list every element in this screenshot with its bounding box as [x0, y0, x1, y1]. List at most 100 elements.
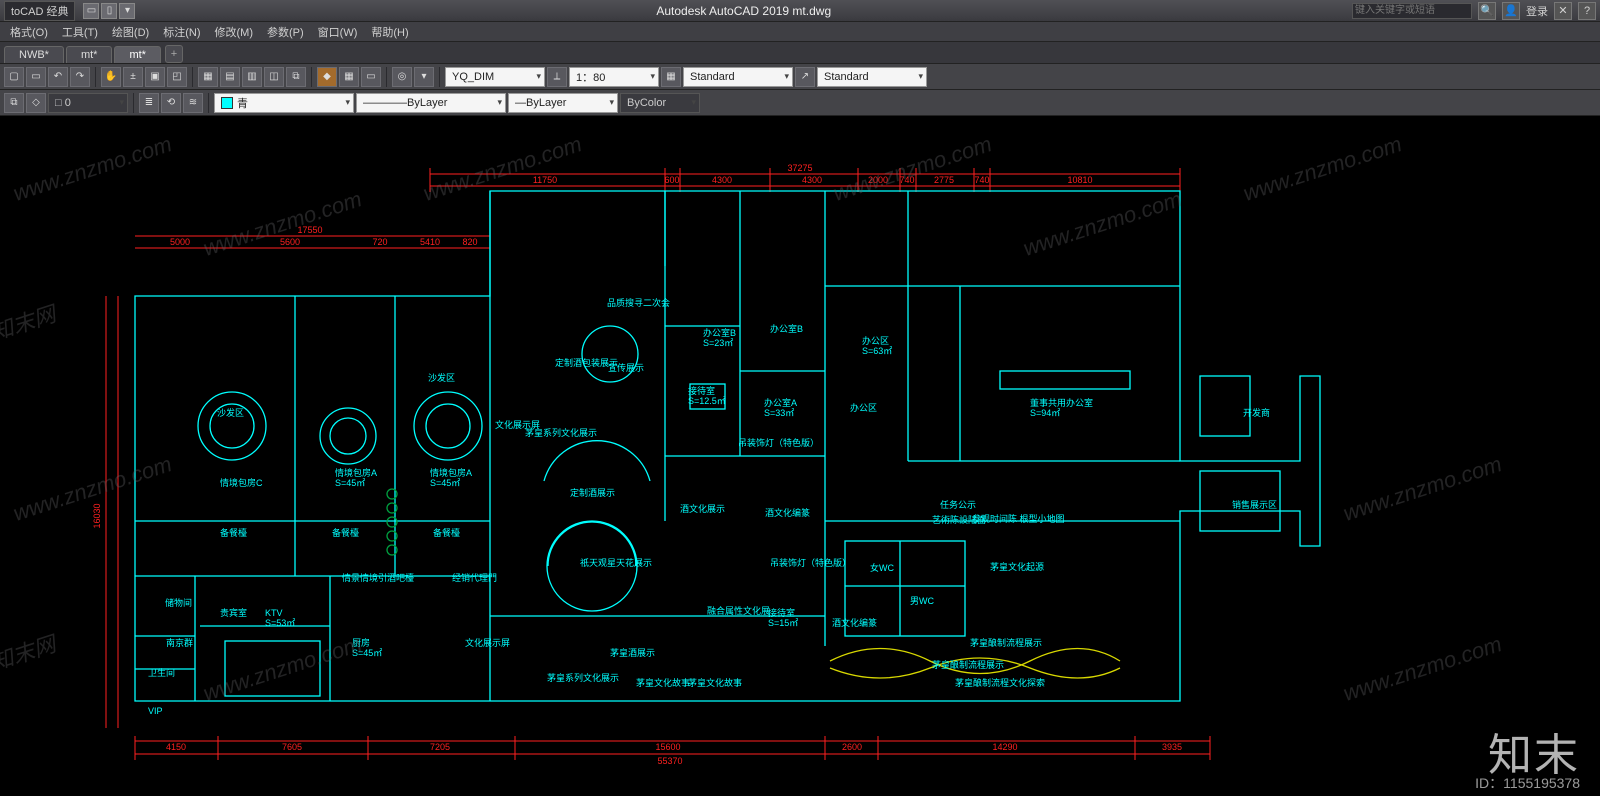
menu-parametric[interactable]: 参数(P) — [261, 23, 310, 41]
menu-format[interactable]: 格式(O) — [4, 23, 54, 41]
tool-b-icon[interactable]: ▤ — [220, 67, 240, 87]
menu-tools[interactable]: 工具(T) — [56, 23, 104, 41]
svg-text:茅皇酿制流程文化探索: 茅皇酿制流程文化探索 — [955, 677, 1045, 688]
svg-text:740: 740 — [899, 175, 914, 185]
mleader-icon[interactable]: ↗ — [795, 67, 815, 87]
menu-bar: 格式(O) 工具(T) 绘图(D) 标注(N) 修改(M) 参数(P) 窗口(W… — [0, 22, 1600, 42]
svg-text:S=23㎡: S=23㎡ — [703, 338, 733, 348]
svg-text:吊装饰灯（特色版）: 吊装饰灯（特色版） — [770, 557, 851, 568]
svg-text:4150: 4150 — [166, 742, 186, 752]
svg-text:VIP: VIP — [148, 706, 163, 716]
tab-mt1[interactable]: mt* — [66, 46, 113, 63]
title-bar: toCAD 经典 ▭ ▯ ▾ Autodesk AutoCAD 2019 mt.… — [0, 0, 1600, 22]
tool-i-icon[interactable]: ◎ — [392, 67, 412, 87]
scale-dropdown[interactable]: 1：80 — [569, 67, 659, 87]
layermgr-icon[interactable]: ≣ — [139, 93, 159, 113]
pan-icon[interactable]: ✋ — [101, 67, 121, 87]
layerprev-icon[interactable]: ⟲ — [161, 93, 181, 113]
tool-d-icon[interactable]: ◫ — [264, 67, 284, 87]
tablestyle-dropdown[interactable]: Standard — [683, 67, 793, 87]
tool-e-icon[interactable]: ⧉ — [286, 67, 306, 87]
svg-text:S=45㎡: S=45㎡ — [335, 478, 365, 488]
svg-text:情境包房C: 情境包房C — [220, 477, 263, 488]
svg-text:情境包房A: 情境包房A — [430, 467, 472, 478]
qat-dropdown-icon[interactable]: ▾ — [119, 3, 135, 19]
table-icon[interactable]: ▦ — [661, 67, 681, 87]
svg-text:KTV: KTV — [265, 608, 283, 618]
help-icon[interactable]: ? — [1578, 2, 1596, 20]
svg-text:办公室B: 办公室B — [703, 327, 736, 338]
menu-draw[interactable]: 绘图(D) — [106, 23, 155, 41]
svg-text:储物间: 储物间 — [165, 597, 192, 608]
svg-text:开发商: 开发商 — [1243, 407, 1270, 418]
layer-state-icon[interactable]: ⧉ — [4, 93, 24, 113]
quick-access-toolbar: ▭ ▯ ▾ — [83, 3, 135, 19]
layer-color-dropdown[interactable]: 青 — [214, 93, 354, 113]
dimstyle-dropdown[interactable]: YQ_DIM — [445, 67, 545, 87]
svg-text:沙发区: 沙发区 — [217, 407, 244, 418]
svg-text:吊装饰灯（特色版）: 吊装饰灯（特色版） — [738, 437, 819, 448]
qat-btn-1[interactable]: ▭ — [83, 3, 99, 19]
tool-j-icon[interactable]: ▾ — [414, 67, 434, 87]
svg-text:男WC: 男WC — [910, 596, 934, 606]
new-tab-button[interactable]: + — [165, 45, 183, 63]
exchange-icon[interactable]: ✕ — [1554, 2, 1572, 20]
svg-text:任务公示: 任务公示 — [940, 499, 976, 510]
plotstyle-dropdown[interactable]: ByColor — [620, 93, 700, 113]
menu-help[interactable]: 帮助(H) — [365, 23, 414, 41]
svg-text:办公区: 办公区 — [862, 335, 889, 346]
tool-h-icon[interactable]: ▭ — [361, 67, 381, 87]
menu-window[interactable]: 窗口(W) — [312, 23, 364, 41]
redo-icon[interactable]: ↷ — [70, 67, 90, 87]
svg-text:14290: 14290 — [992, 742, 1017, 752]
svg-text:办公区: 办公区 — [850, 402, 877, 413]
tab-mt2[interactable]: mt* — [114, 46, 161, 63]
svg-text:7205: 7205 — [430, 742, 450, 752]
zoom-icon[interactable]: ± — [123, 67, 143, 87]
tool-g-icon[interactable]: ▦ — [339, 67, 359, 87]
search-icon[interactable]: 🔍 — [1478, 2, 1496, 20]
svg-text:贵宾室: 贵宾室 — [220, 607, 247, 618]
drawing-canvas[interactable]: 1175060043004300200074027757401081037275… — [0, 116, 1600, 795]
svg-text:艺術陈設陆面: 艺術陈設陆面 — [932, 514, 986, 525]
layer-color-name: 青 — [237, 95, 248, 111]
svg-text:祇天观星天花展示: 祇天观星天花展示 — [580, 557, 652, 568]
svg-text:卫生间: 卫生间 — [148, 667, 175, 678]
zoomext-icon[interactable]: ◰ — [167, 67, 187, 87]
app-title: Autodesk AutoCAD 2019 mt.dwg — [135, 4, 1352, 18]
tool-f-icon[interactable]: ◆ — [317, 67, 337, 87]
menu-modify[interactable]: 修改(M) — [209, 23, 260, 41]
qat-btn-2[interactable]: ▯ — [101, 3, 117, 19]
menu-dimension[interactable]: 标注(N) — [157, 23, 206, 41]
svg-text:5600: 5600 — [280, 237, 300, 247]
layerfilter-dropdown[interactable]: □ 0 — [48, 93, 128, 113]
undo-icon[interactable]: ↶ — [48, 67, 68, 87]
open-icon[interactable]: ▭ — [26, 67, 46, 87]
search-input[interactable] — [1352, 3, 1472, 19]
svg-text:接待室: 接待室 — [688, 385, 715, 396]
zoomwin-icon[interactable]: ▣ — [145, 67, 165, 87]
layer-iso-icon[interactable]: ◇ — [26, 93, 46, 113]
layermatch-icon[interactable]: ≋ — [183, 93, 203, 113]
workspace-selector[interactable]: toCAD 经典 — [4, 1, 75, 21]
dim-icon[interactable]: ⟂ — [547, 67, 567, 87]
svg-text:S=53㎡: S=53㎡ — [265, 618, 295, 628]
login-button[interactable]: 登录 — [1526, 3, 1548, 19]
tool-a-icon[interactable]: ▦ — [198, 67, 218, 87]
linetype-dropdown[interactable]: ———— ByLayer — [356, 93, 506, 113]
svg-text:情景情境引酒吧檯: 情景情境引酒吧檯 — [342, 572, 414, 583]
new-icon[interactable]: ▢ — [4, 67, 24, 87]
mleaderstyle-dropdown[interactable]: Standard — [817, 67, 927, 87]
svg-text:办公室B: 办公室B — [770, 323, 803, 334]
svg-text:S=15㎡: S=15㎡ — [768, 618, 798, 628]
svg-text:16030: 16030 — [92, 503, 102, 528]
tab-nwb[interactable]: NWB* — [4, 46, 64, 63]
svg-text:740: 740 — [974, 175, 989, 185]
lineweight-dropdown[interactable]: — ByLayer — [508, 93, 618, 113]
user-icon[interactable]: 👤 — [1502, 2, 1520, 20]
svg-text:董事共用办公室: 董事共用办公室 — [1030, 397, 1093, 408]
svg-text:融合属性文化展: 融合属性文化展 — [707, 605, 770, 616]
svg-text:备餐檯: 备餐檯 — [433, 527, 460, 538]
svg-text:茅皇系列文化展示: 茅皇系列文化展示 — [525, 427, 597, 438]
tool-c-icon[interactable]: ▥ — [242, 67, 262, 87]
